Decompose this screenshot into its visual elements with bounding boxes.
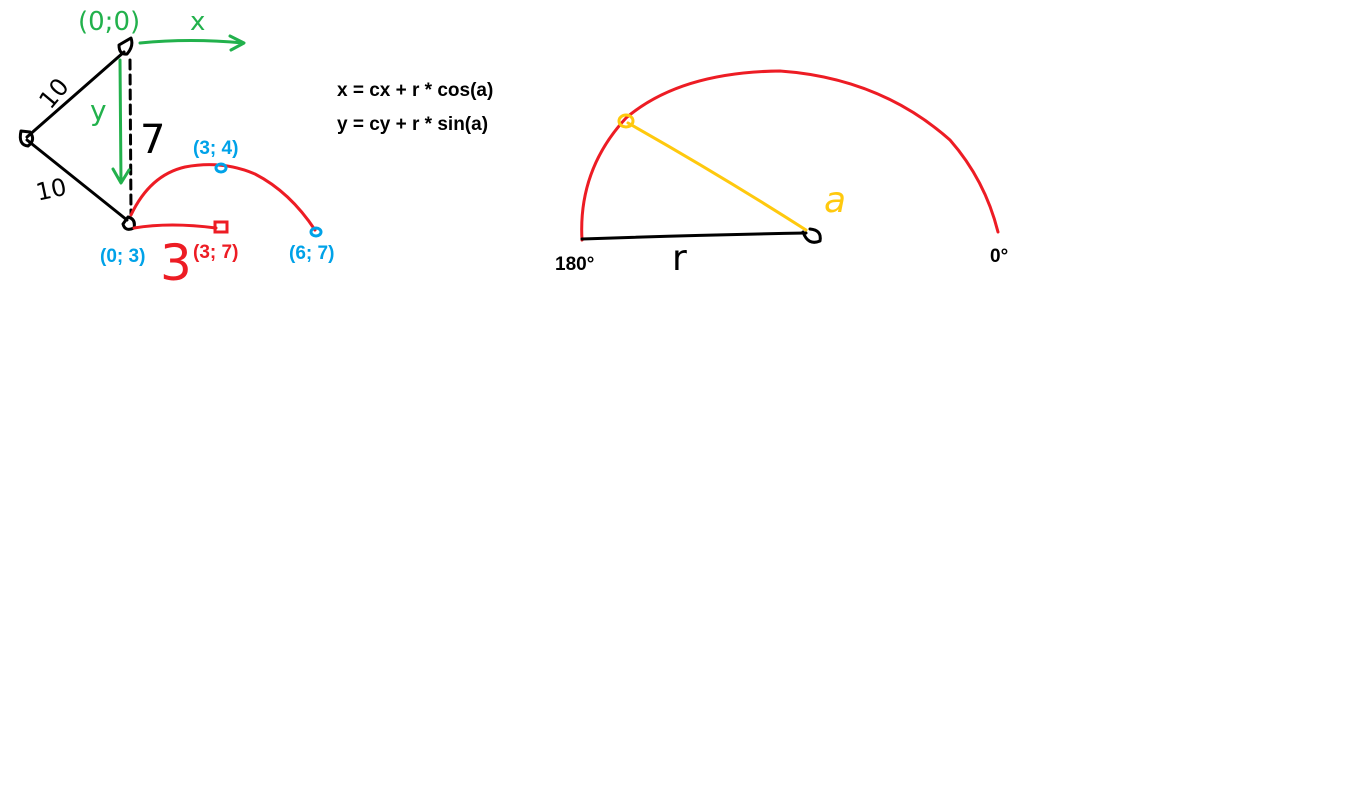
y-axis-label: y [90,94,107,127]
vertical-distance-label: 7 [140,117,165,163]
right-diagram: 180° 0° r a [555,69,1008,279]
offset-label: 3 [160,234,192,292]
lower-side-line [25,138,129,222]
upper-side-line [25,50,126,139]
radius-label: r [672,238,687,279]
point-end-marker [309,226,323,238]
vertex-left [18,129,35,148]
x-axis-label: x [190,7,205,37]
red-arc-lower [132,223,218,230]
arc-point-marker [617,113,635,129]
center-point [801,227,822,244]
point-apex-label: (3; 4) [193,138,238,159]
angle-right-label: 0° [990,246,1008,267]
angle-left-label: 180° [555,254,594,275]
vertical-dashed-line [128,58,133,216]
lower-side-label: 10 [33,173,69,207]
x-axis-arrow [138,34,246,52]
angle-line [626,121,808,232]
point-apex-marker [214,162,228,174]
point-center-marker [213,220,229,234]
angle-symbol: a [824,180,846,221]
y-axis-arrow [111,58,131,185]
formulas: x = cx + r * cos(a) y = cy + r * sin(a) [337,80,493,135]
vertex-origin [117,36,134,56]
point-end-label: (6; 7) [289,243,334,264]
semicircle-arc [580,69,1000,242]
point-start-label: (0; 3) [100,246,145,267]
formula-y: y = cy + r * sin(a) [337,114,488,135]
origin-label: (0;0) [78,7,140,37]
radius-line [580,231,808,241]
point-center-label: (3; 7) [193,242,238,263]
formula-x: x = cx + r * cos(a) [337,80,493,101]
